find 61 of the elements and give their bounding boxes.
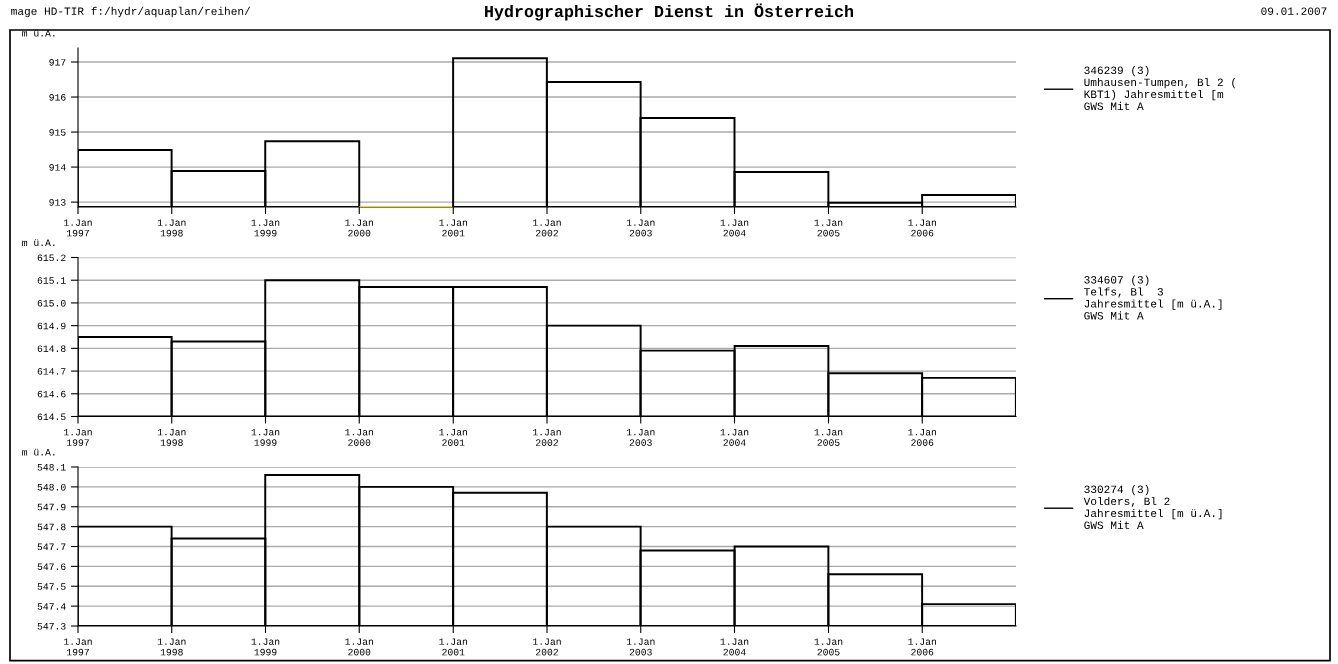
y-tick-label: 915 — [49, 129, 66, 136]
y-axis-title: m ü.A. — [22, 239, 55, 247]
text: mage HD-TIR f:/hydr/aquaplan/reihen/ — [11, 6, 251, 18]
y-tick-label: 547.4 — [37, 603, 66, 610]
y-tick-label: 914 — [49, 164, 66, 171]
x-tick-label: 1.Jan 1998 — [157, 638, 186, 656]
legend-label: 330274 (3) Volders, Bl 2 Jahresmittel [m ü.A.] GWS Mit A — [1083, 484, 1222, 530]
x-tick-label: 1.Jan 2001 — [439, 219, 467, 237]
x-tick-label: 1.Jan 2002 — [533, 219, 561, 237]
y-tick-label: 548.0 — [37, 483, 66, 491]
x-tick-label: 1.Jan 2001 — [439, 638, 467, 656]
y-tick-label: 615.2 — [37, 254, 66, 262]
x-tick-label: 1.Jan 1998 — [157, 428, 186, 446]
y-tick-label: 547.3 — [37, 623, 66, 630]
y-tick-label: 614.8 — [37, 345, 66, 352]
x-tick-label: 1.Jan 2006 — [908, 219, 936, 237]
y-tick-label: 916 — [49, 94, 66, 101]
y-tick-label: 917 — [49, 59, 66, 66]
y-tick-label: 548.1 — [37, 464, 66, 471]
y-tick-label: 547.9 — [37, 503, 66, 511]
x-tick-label: 1.Jan 2004 — [720, 428, 749, 446]
y-tick-label: 614.6 — [37, 390, 66, 398]
y-tick-label: 614.9 — [37, 322, 66, 330]
x-tick-label: 1.Jan 2002 — [533, 638, 561, 656]
x-tick-label: 1.Jan 1999 — [251, 638, 280, 656]
y-tick-label: 615.1 — [37, 277, 66, 284]
x-tick-label: 1.Jan 2003 — [626, 219, 655, 237]
x-tick-label: 1.Jan 1997 — [64, 219, 92, 237]
y-tick-label: 547.7 — [37, 543, 66, 551]
y-tick-label: 614.5 — [37, 413, 66, 421]
x-tick-label: 1.Jan 2002 — [533, 428, 561, 446]
y-tick-label: 547.8 — [37, 523, 66, 531]
x-tick-label: 1.Jan 2000 — [345, 428, 373, 446]
x-tick-label: 1.Jan 1998 — [157, 219, 186, 237]
x-tick-label: 1.Jan 2003 — [626, 638, 655, 656]
x-tick-label: 1.Jan 1997 — [64, 428, 92, 446]
x-tick-label: 1.Jan 2000 — [345, 219, 373, 237]
text: 09.01.2007 — [1261, 7, 1327, 15]
x-tick-label: 1.Jan 2001 — [439, 428, 467, 446]
x-tick-label: 1.Jan 2003 — [626, 428, 655, 446]
y-tick-label: 615.0 — [37, 299, 66, 307]
x-tick-label: 1.Jan 2004 — [720, 219, 749, 237]
x-tick-label: 1.Jan 2006 — [908, 428, 936, 446]
y-tick-label: 614.7 — [37, 368, 66, 375]
y-axis-title: m ü.A. — [22, 29, 55, 37]
x-tick-label: 1.Jan 1997 — [64, 638, 92, 656]
y-tick-label: 547.6 — [37, 563, 66, 570]
x-tick-label: 1.Jan 2005 — [814, 219, 843, 237]
x-tick-label: 1.Jan 1999 — [251, 219, 280, 237]
x-tick-label: 1.Jan 1999 — [251, 428, 280, 446]
x-tick-label: 1.Jan 2005 — [814, 638, 843, 656]
y-axis-title: m ü.A. — [22, 448, 55, 456]
legend-label: 334607 (3) Telfs, Bl 3 Jahresmittel [m ü.A.] GWS Mit A — [1084, 275, 1222, 320]
y-tick-label: 547.5 — [37, 583, 66, 590]
x-tick-label: 1.Jan 2004 — [720, 638, 749, 656]
chart-title: Hydrographischer Dienst in Österreich — [485, 3, 853, 21]
x-tick-label: 1.Jan 2000 — [345, 638, 373, 656]
x-tick-label: 1.Jan 2006 — [908, 638, 936, 656]
y-tick-label: 913 — [49, 199, 66, 206]
legend-label: 346239 (3) Umhausen-Tumpen, Bl 2 ( KBT1) Jahresmittel [m GWS Mit A — [1084, 65, 1236, 111]
x-tick-label: 1.Jan 2005 — [814, 428, 843, 446]
